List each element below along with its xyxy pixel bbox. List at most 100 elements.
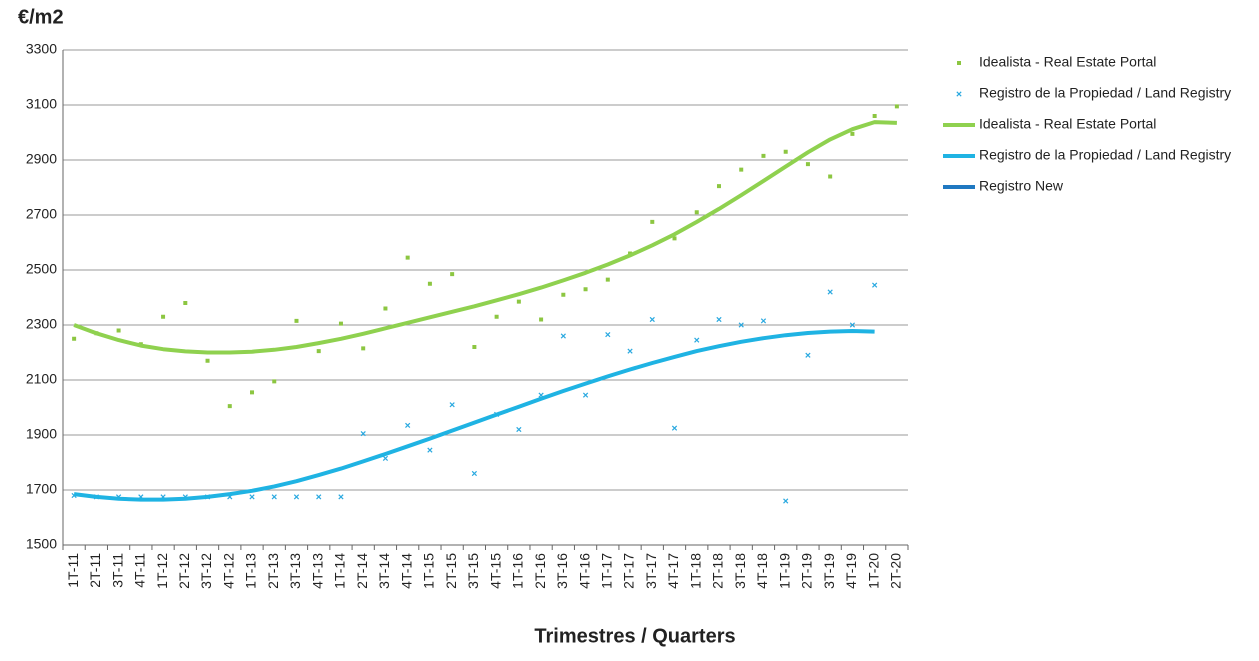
data-point bbox=[405, 255, 410, 260]
data-point bbox=[805, 352, 811, 358]
data-point bbox=[360, 431, 366, 437]
data-point bbox=[516, 299, 521, 304]
x-tick-label: 3T-19 bbox=[821, 553, 837, 589]
data-point bbox=[472, 345, 477, 349]
x-tick-label: 4T-19 bbox=[843, 553, 859, 589]
x-tick-label: 4T-13 bbox=[309, 553, 325, 589]
x-tick-label: 3T-11 bbox=[109, 553, 125, 588]
x-tick-label: 1T-14 bbox=[332, 553, 348, 589]
data-point bbox=[449, 402, 455, 408]
y-tick-label: 2300 bbox=[26, 316, 57, 332]
x-tick-label: 2T-13 bbox=[265, 553, 281, 589]
y-tick-label: 1500 bbox=[26, 536, 57, 552]
data-point bbox=[849, 322, 856, 328]
y-tick-label: 2500 bbox=[26, 261, 57, 277]
data-point bbox=[760, 318, 767, 324]
data-point bbox=[605, 277, 610, 282]
data-point bbox=[605, 332, 611, 338]
x-tick-label: 3T-15 bbox=[465, 553, 481, 589]
data-point bbox=[250, 390, 255, 395]
data-point bbox=[783, 149, 788, 154]
data-point bbox=[649, 316, 655, 323]
data-point bbox=[739, 167, 744, 172]
data-point bbox=[249, 494, 255, 500]
y-tick-label: 2900 bbox=[26, 151, 57, 167]
data-point bbox=[471, 470, 478, 477]
x-tick-label: 3T-14 bbox=[376, 553, 392, 589]
legend-label: Registro New bbox=[979, 178, 1064, 194]
data-point bbox=[361, 346, 366, 351]
data-point bbox=[427, 447, 433, 453]
data-point bbox=[516, 426, 522, 433]
data-point bbox=[716, 184, 721, 189]
data-point bbox=[271, 494, 277, 500]
x-tick-label: 1T-15 bbox=[421, 553, 437, 589]
data-point bbox=[560, 333, 566, 339]
data-point bbox=[161, 314, 166, 319]
data-point bbox=[805, 162, 810, 167]
x-tick-label: 2T-16 bbox=[532, 553, 548, 589]
data-point bbox=[872, 282, 878, 288]
x-tick-label: 4T-16 bbox=[576, 553, 592, 589]
legend-label: Idealista - Real Estate Portal bbox=[979, 54, 1156, 70]
data-point bbox=[116, 328, 121, 333]
chart-title: €/m2 bbox=[18, 6, 64, 28]
legend-label: Idealista - Real Estate Portal bbox=[979, 116, 1156, 132]
data-point bbox=[783, 498, 789, 504]
data-point bbox=[382, 455, 389, 461]
data-point bbox=[272, 379, 277, 384]
data-point bbox=[827, 289, 833, 295]
data-point bbox=[316, 494, 322, 500]
data-point bbox=[738, 322, 744, 328]
trend-line bbox=[73, 329, 875, 502]
data-point bbox=[539, 317, 544, 322]
data-point bbox=[582, 392, 589, 398]
y-tick-label: 1700 bbox=[26, 481, 57, 497]
x-tick-label: 4T-17 bbox=[665, 553, 681, 589]
data-point bbox=[761, 153, 766, 158]
data-point bbox=[294, 318, 299, 323]
x-tick-label: 3T-13 bbox=[287, 553, 303, 589]
data-point bbox=[627, 348, 633, 354]
legend-label: Registro de la Propiedad / Land Registry bbox=[979, 147, 1231, 163]
data-point bbox=[561, 292, 566, 297]
x-tick-label: 2T-20 bbox=[888, 553, 904, 589]
x-tick-label: 1T-12 bbox=[154, 553, 170, 589]
x-tick-label: 1T-19 bbox=[776, 553, 792, 589]
x-tick-label: 1T-17 bbox=[599, 553, 615, 589]
data-point bbox=[227, 404, 232, 409]
x-tick-label: 4T-12 bbox=[220, 553, 236, 589]
data-point bbox=[671, 425, 678, 431]
legend-marker bbox=[956, 91, 962, 97]
y-tick-label: 3300 bbox=[26, 41, 57, 57]
data-point bbox=[694, 210, 699, 215]
x-tick-label: 2T-14 bbox=[354, 553, 370, 589]
data-point bbox=[383, 306, 388, 311]
data-point bbox=[672, 236, 677, 241]
x-tick-label: 3T-18 bbox=[732, 553, 748, 589]
x-tick-label: 3T-12 bbox=[198, 553, 214, 589]
data-point bbox=[72, 336, 77, 341]
x-tick-label: 1T-13 bbox=[243, 553, 259, 589]
x-tick-label: 2T-19 bbox=[799, 553, 815, 589]
data-point bbox=[850, 131, 855, 136]
x-tick-label: 2T-17 bbox=[621, 553, 637, 589]
data-point bbox=[828, 174, 833, 179]
x-tick-label: 1T-16 bbox=[510, 553, 526, 589]
x-tick-label: 1T-20 bbox=[865, 553, 881, 589]
data-point bbox=[894, 104, 899, 109]
x-tick-label: 1T-11 bbox=[65, 553, 81, 588]
data-point bbox=[338, 494, 344, 500]
x-tick-label: 4T-11 bbox=[132, 553, 148, 588]
y-tick-label: 2100 bbox=[26, 371, 57, 387]
x-tick-label: 2T-15 bbox=[443, 553, 459, 589]
data-point bbox=[205, 358, 210, 363]
data-point bbox=[650, 219, 655, 224]
data-point bbox=[494, 314, 499, 319]
y-tick-label: 3100 bbox=[26, 96, 57, 112]
x-tick-label: 2T-18 bbox=[710, 553, 726, 589]
data-point bbox=[405, 422, 411, 428]
x-tick-label: 2T-11 bbox=[87, 553, 103, 588]
x-tick-label: 3T-17 bbox=[643, 553, 659, 589]
